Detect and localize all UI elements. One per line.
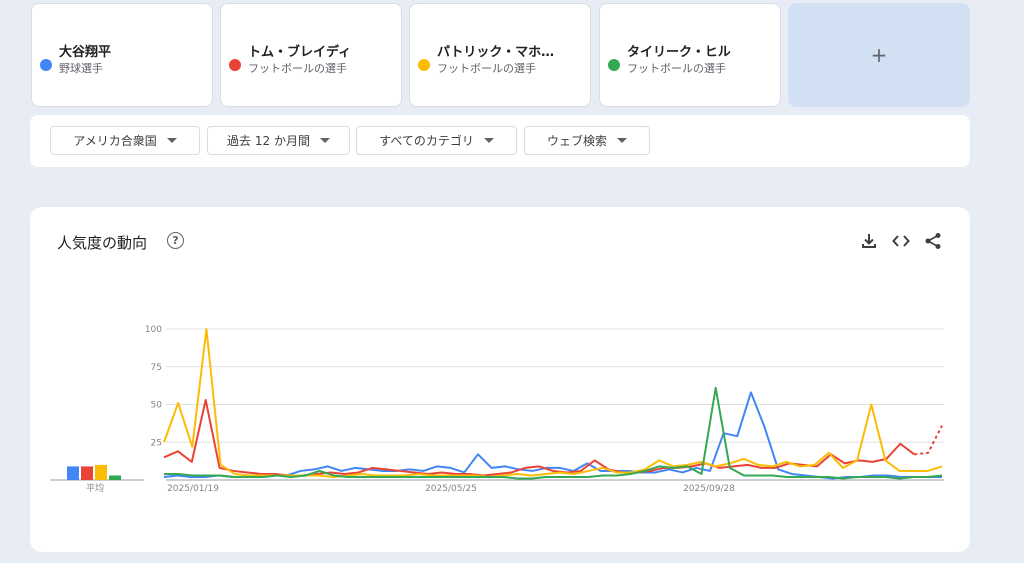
series-line: [164, 386, 943, 480]
y-tick-label: 75: [151, 363, 162, 373]
term-color-dot: [229, 59, 241, 71]
region-dropdown[interactable]: アメリカ合衆国: [50, 126, 200, 155]
region-label: アメリカ合衆国: [73, 134, 157, 148]
caret-down-icon: [617, 138, 627, 143]
search-type-dropdown[interactable]: ウェブ検索: [524, 126, 650, 155]
x-tick-label: 2025/01/19: [167, 484, 219, 494]
average-bar: [81, 466, 93, 480]
term-card-3[interactable]: パトリック・マホ... フットボールの選手: [409, 3, 591, 107]
term-type: 野球選手: [59, 62, 103, 75]
chart-title: 人気度の動向: [57, 234, 148, 252]
average-bar: [67, 466, 79, 480]
term-card-4[interactable]: タイリーク・ヒル フットボールの選手: [599, 3, 781, 107]
category-dropdown[interactable]: すべてのカテゴリ: [356, 126, 517, 155]
term-color-dot: [608, 59, 620, 71]
download-icon[interactable]: [860, 232, 878, 250]
term-type: フットボールの選手: [437, 62, 536, 75]
term-card-2[interactable]: トム・ブレイディ フットボールの選手: [220, 3, 402, 107]
term-type: フットボールの選手: [248, 62, 347, 75]
term-name: パトリック・マホ...: [437, 45, 555, 60]
time-range-dropdown[interactable]: 過去 12 か月間: [207, 126, 350, 155]
average-bar: [109, 475, 121, 480]
y-tick-label: 50: [151, 401, 163, 411]
series-partial-line: [914, 425, 943, 456]
average-label: 平均: [86, 482, 104, 494]
caret-down-icon: [166, 138, 177, 143]
x-tick-label: 2025/05/25: [425, 484, 477, 494]
term-type: フットボールの選手: [627, 62, 726, 75]
embed-icon[interactable]: [892, 232, 910, 250]
help-icon[interactable]: ?: [167, 232, 184, 249]
term-name: トム・ブレイディ: [248, 45, 352, 60]
term-name: タイリーク・ヒル: [627, 45, 731, 60]
share-icon[interactable]: [924, 232, 942, 250]
term-color-dot: [418, 59, 430, 71]
plus-icon: +: [870, 43, 888, 67]
interest-over-time-card: 人気度の動向 ? 100 75 50 25 2025/01/19 2025/05/25 20…: [30, 207, 970, 552]
y-tick-label: 100: [145, 325, 162, 335]
term-color-dot: [40, 59, 52, 71]
filter-bar: アメリカ合衆国 過去 12 か月間 すべてのカテゴリ ウェブ検索: [30, 115, 970, 167]
series-line: [163, 328, 943, 478]
term-card-1[interactable]: 大谷翔平 野球選手: [31, 3, 213, 107]
average-bar: [95, 464, 107, 480]
add-comparison-button[interactable]: +: [788, 3, 970, 107]
x-tick-label: 2025/09/28: [683, 484, 735, 494]
series-line: [163, 391, 942, 480]
interest-line-chart: 100 75 50 25 2025/01/19 2025/05/25 2025/09/28 平…: [50, 325, 944, 494]
caret-down-icon: [319, 138, 330, 143]
caret-down-icon: [483, 138, 494, 143]
y-tick-label: 25: [151, 438, 162, 448]
time-range-label: 過去 12 か月間: [227, 134, 310, 148]
term-name: 大谷翔平: [59, 45, 112, 60]
category-label: すべてのカテゴリ: [379, 134, 474, 148]
search-type-label: ウェブ検索: [546, 134, 607, 148]
series-line: [163, 398, 915, 477]
